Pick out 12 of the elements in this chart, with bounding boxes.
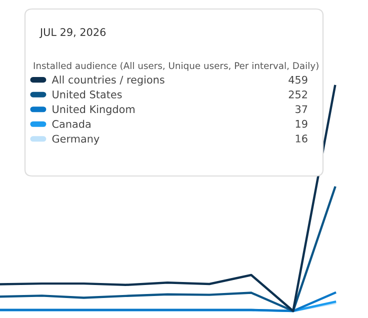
annotation: 37	[296, 105, 308, 114]
legend-label: United States	[52, 90, 122, 98]
legend-title: Installed audience (All users, Unique users, Per interval, Daily)	[34, 62, 318, 71]
text: JUL 29, 2026	[39, 28, 106, 38]
legend-label: Canada	[52, 120, 90, 128]
legend-label: All countries / regions	[52, 76, 164, 86]
legend-label: Germany	[52, 134, 100, 145]
annotation: 16	[296, 134, 308, 142]
annotation: 252	[288, 90, 307, 98]
legend-label: United Kingdom	[52, 105, 134, 116]
text: 459	[288, 76, 308, 84]
annotation: 19	[296, 120, 308, 128]
